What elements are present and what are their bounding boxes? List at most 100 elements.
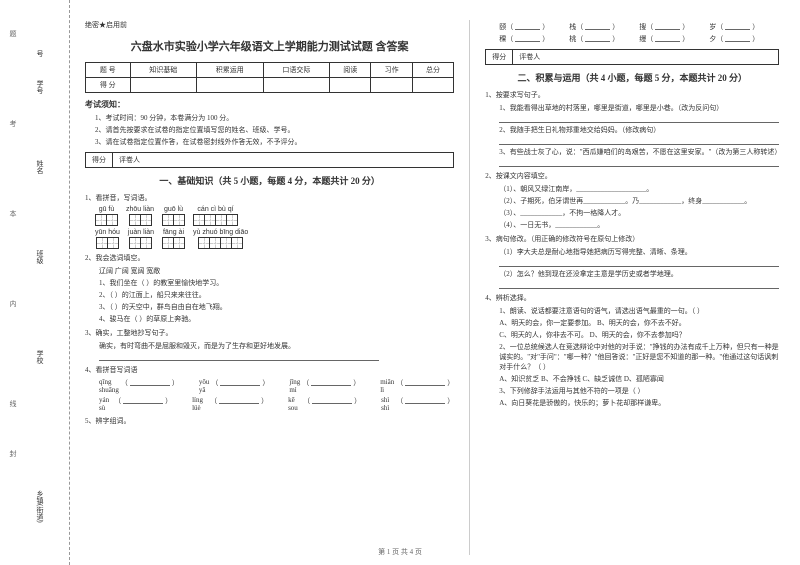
sub-item: 4、骏马在（ ）的草原上奔驰。 <box>99 314 454 324</box>
score-strip: 得分 评卷人 <box>85 152 454 168</box>
question: 2、按课文内容填空。 <box>485 171 779 181</box>
sub-item: 3、有些战士灰了心，说："西瓜嫌咱们的岛艰苦，不愿在这里安家。"（改为第三人称转… <box>499 147 779 157</box>
bind-lbl: 乡镇(街道) <box>35 490 45 523</box>
td: 得 分 <box>86 78 131 93</box>
bind-lbl: 姓名 <box>35 160 45 174</box>
sub-item: 2、一位总统候选人在竞选辩论中对他的对手说："挣钱的办法有成千上万种，但只有一种… <box>499 342 779 372</box>
answer-line[interactable] <box>99 353 379 361</box>
answer-line[interactable] <box>499 137 779 145</box>
sub-item: （2）怎么？他到现在还没拿定主意是学历史或者学地理。 <box>499 269 779 279</box>
pinyin-block[interactable]: fāng ài <box>162 229 185 249</box>
strip-score: 得分 <box>486 50 513 64</box>
sub-item: A、明天的会，你一定要参加。 B、明天的会，你不去不好。 <box>499 318 779 328</box>
sub-item: （3）、____________，不拘一格降人才。 <box>499 208 779 218</box>
bind-mark: 考 <box>8 120 18 127</box>
notice-item: 1、考试时间：90 分钟，本卷满分为 100 分。 <box>95 113 454 123</box>
word-item[interactable]: kē sou（） <box>288 396 361 412</box>
bind-mark: 封 <box>8 450 18 457</box>
sub-item: A、知识贫乏 B、不会挣钱 C、缺乏诚信 D、孤陋寡闻 <box>499 374 779 384</box>
char-item[interactable]: 稞（） <box>499 34 549 44</box>
sub-item: 3、（ ）的天空中，群鸟自由自在地飞翔。 <box>99 302 454 312</box>
pinyin-word-row: yán sù（） líng lüè（） kē sou（） shì shì（） <box>99 396 454 412</box>
answer-line[interactable] <box>499 159 779 167</box>
char-row: 颐（） 栈（） 搜（） 岁（） <box>499 22 779 32</box>
th: 知识基础 <box>130 63 197 78</box>
score-table: 题 号 知识基础 积累运用 口语交际 阅读 习作 总分 得 分 <box>85 62 454 93</box>
sub-item: 1、我能看得出草地的村落里，哪里是街道，哪里是小巷。（改为反问句） <box>499 103 779 113</box>
right-column: 颐（）栈（）搜（）岁（） 稞（）桃（）缦（）夕（） 得分 评卷人 二、积累与运用… <box>470 20 794 555</box>
sub-item: （4）、一日无书，____________。 <box>499 220 779 230</box>
question: 1、看拼音，写词语。 <box>85 193 454 203</box>
table-row: 得 分 <box>86 78 454 93</box>
copy-text: 确实，有时弯曲不是屈服和毁灭，而是为了生存和更好地发展。 <box>99 341 454 351</box>
th: 阅读 <box>330 63 371 78</box>
word-item[interactable]: líng lüè（） <box>192 396 268 412</box>
question: 4、辨析选择。 <box>485 293 779 303</box>
pinyin-block[interactable]: yù zhuó bīng diāo <box>193 229 248 249</box>
char-item[interactable]: 岁（） <box>709 22 759 32</box>
question: 1、按要求写句子。 <box>485 90 779 100</box>
question: 5、辨字组词。 <box>85 416 454 426</box>
left-column: 绝密★启用前 六盘水市实验小学六年级语文上学期能力测试试题 含答案 题 号 知识… <box>70 20 470 555</box>
notice-item: 2、请首先按要求在试卷的指定位置填写您的姓名、班级、学号。 <box>95 125 454 135</box>
question: 2、我会选词填空。 <box>85 253 454 263</box>
char-item[interactable]: 搜（） <box>639 22 689 32</box>
exam-title: 六盘水市实验小学六年级语文上学期能力测试试题 含答案 <box>85 38 454 54</box>
sub-item: A、向日葵花是骄傲的，快乐的；萝卜花却那样谦卑。 <box>499 398 779 408</box>
word-item[interactable]: yōu yǎ（） <box>199 378 270 394</box>
pinyin-word-row: qīng shuāng（） yōu yǎ（） jīng mì（） miǎn lì（） <box>99 378 454 394</box>
page-footer: 第 1 页 共 4 页 <box>0 547 800 557</box>
word-item[interactable]: qīng shuāng（） <box>99 378 179 394</box>
th: 题 号 <box>86 63 131 78</box>
sub-item: （1）、朝风又绿江南岸，____________________。 <box>499 184 779 194</box>
th: 积累运用 <box>197 63 264 78</box>
char-item[interactable]: 桃（） <box>569 34 619 44</box>
th: 总分 <box>412 63 453 78</box>
bind-mark: 内 <box>8 300 18 307</box>
options: 辽阔 广阔 宽阔 宽敞 <box>99 266 454 276</box>
answer-line[interactable] <box>499 259 779 267</box>
char-item[interactable]: 夕（） <box>709 34 759 44</box>
pinyin-block[interactable]: yūn hóu <box>95 229 120 249</box>
pinyin-block[interactable]: juàn liàn <box>128 229 154 249</box>
sub-item: 2、（ ）的江面上，船只来来往往。 <box>99 290 454 300</box>
answer-line[interactable] <box>499 115 779 123</box>
sub-item: C、明天的人，你非去不可。 D、明天的会，你不去参加吗？ <box>499 330 779 340</box>
pinyin-block[interactable]: guō lù <box>162 206 185 226</box>
word-item[interactable]: miǎn lì（） <box>380 378 454 394</box>
char-item[interactable]: 缦（） <box>639 34 689 44</box>
char-row: 稞（） 桃（） 缦（） 夕（） <box>499 34 779 44</box>
notice-heading: 考试须知： <box>85 99 454 110</box>
th: 口语交际 <box>263 63 330 78</box>
page: 绝密★启用前 六盘水市实验小学六年级语文上学期能力测试试题 含答案 题 号 知识… <box>0 0 800 565</box>
bind-lbl: 学校 <box>35 350 45 364</box>
bind-lbl: 学号 <box>35 80 45 94</box>
notice-item: 3、请在试卷指定位置作答，在试卷密封线外作答无效，不予评分。 <box>95 137 454 147</box>
pinyin-row: gū fù zhōu liàn guō lù cán cì bù qí <box>95 206 454 226</box>
pinyin-block[interactable]: zhōu liàn <box>126 206 154 226</box>
sub-item: （1）李大夫总是耐心地指导她把病历写得完整、清晰、条理。 <box>499 247 779 257</box>
word-item[interactable]: jīng mì（） <box>289 378 360 394</box>
bind-mark: 线 <box>8 400 18 407</box>
word-item[interactable]: shì shì（） <box>381 396 454 412</box>
question: 4、看拼音写词语 <box>85 365 454 375</box>
secret-label: 绝密★启用前 <box>85 20 454 30</box>
strip-grader: 评卷人 <box>113 153 453 167</box>
pinyin-block[interactable]: cán cì bù qí <box>193 206 238 226</box>
char-item[interactable]: 栈（） <box>569 22 619 32</box>
strip-score: 得分 <box>86 153 113 167</box>
pinyin-block[interactable]: gū fù <box>95 206 118 226</box>
section-heading: 二、积累与运用（共 4 小题，每题 5 分，本题共计 20 分） <box>485 71 779 84</box>
bind-mark: 本 <box>8 210 18 217</box>
pinyin-row: yūn hóu juàn liàn fāng ài yù zhuó bīng diāo <box>95 229 454 249</box>
char-item[interactable]: 颐（） <box>499 22 549 32</box>
table-row: 题 号 知识基础 积累运用 口语交际 阅读 习作 总分 <box>86 63 454 78</box>
binding-margin: 题 号 学号 考 姓名 本 班级 内 学校 线 封 乡镇(街道) <box>0 0 70 565</box>
answer-line[interactable] <box>499 281 779 289</box>
sub-item: 1、朗读、说话都要注意语句的语气，请选出语气最重的一句。（ ） <box>499 306 779 316</box>
bind-lbl: 班级 <box>35 250 45 264</box>
section-heading: 一、基础知识（共 5 小题，每题 4 分，本题共计 20 分） <box>85 174 454 187</box>
sub-item: 2、我随手把生日礼物郑重地交给妈妈。（修改病句） <box>499 125 779 135</box>
sub-item: （2）、子期死，伯牙谓世再____________。乃____________，… <box>499 196 779 206</box>
word-item[interactable]: yán sù（） <box>99 396 172 412</box>
